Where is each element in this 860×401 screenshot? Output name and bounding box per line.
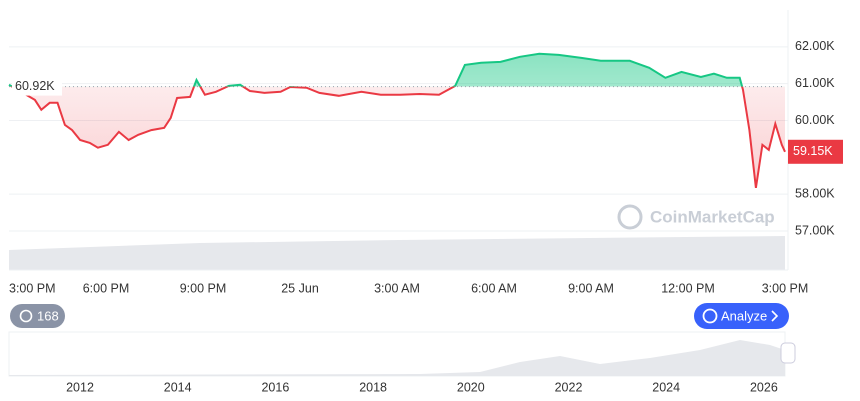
navigator: 2012 2014 2016 2018 2020 2022 2024 2026 xyxy=(8,331,796,394)
x-tick-label: 6:00 PM xyxy=(83,281,130,295)
year-label: 2016 xyxy=(261,380,289,394)
x-tick-label: 6:00 AM xyxy=(471,281,517,295)
baseline-label-bg xyxy=(12,77,62,96)
history-icon xyxy=(19,309,33,323)
badge-text: 168 xyxy=(37,308,59,323)
badge-bg xyxy=(10,304,65,328)
last-price-label: 59.15K xyxy=(793,144,833,158)
price-line-up xyxy=(8,52,744,87)
year-label: 2012 xyxy=(66,380,94,394)
navigator-area xyxy=(9,340,785,376)
y-tick-label: 60.00K xyxy=(795,113,835,127)
baseline-label: 60.92K xyxy=(15,79,55,93)
year-label: 2018 xyxy=(359,380,387,394)
y-tick-label: 62.00K xyxy=(795,39,835,53)
navigator-handle[interactable] xyxy=(780,342,796,364)
year-label: 2026 xyxy=(750,380,778,394)
x-tick-label: 9:00 PM xyxy=(180,281,227,295)
x-tick-label: 12:00 PM xyxy=(661,281,715,295)
year-label: 2020 xyxy=(457,380,485,394)
x-tick-label: 3:00 PM xyxy=(762,281,809,295)
y-tick-label: 57.00K xyxy=(795,223,835,237)
x-tick-label: 25 Jun xyxy=(281,281,319,295)
volume-area xyxy=(9,236,785,270)
year-labels: 2012 2014 2016 2018 2020 2022 2024 2026 xyxy=(66,380,778,394)
x-tick-label: 3:00 AM xyxy=(374,281,420,295)
analyze-icon xyxy=(702,308,718,324)
plot xyxy=(8,46,788,232)
y-tick-label: 58.00K xyxy=(795,186,835,200)
year-label: 2024 xyxy=(652,380,680,394)
button-bg xyxy=(694,303,789,329)
year-label: 2022 xyxy=(555,380,583,394)
area-down xyxy=(9,86,785,188)
logo xyxy=(617,204,643,230)
x-tick-label: 3:00 PM xyxy=(9,281,56,295)
button-text: Analyze xyxy=(721,308,767,323)
x-tick-label: 9:00 AM xyxy=(568,281,614,295)
watermark-text: CoinMarketCap xyxy=(650,207,775,226)
last-price-tag xyxy=(788,139,843,164)
analyze-button[interactable]: Analyze xyxy=(694,303,789,329)
y-tick-label: 61.00K xyxy=(795,76,835,90)
year-label: 2014 xyxy=(164,380,192,394)
watermark: CoinMarketCap xyxy=(617,204,775,230)
history-badge[interactable]: 168 xyxy=(10,304,65,328)
area-up xyxy=(9,53,743,87)
chevron xyxy=(771,310,779,322)
price-line-down xyxy=(10,86,786,189)
